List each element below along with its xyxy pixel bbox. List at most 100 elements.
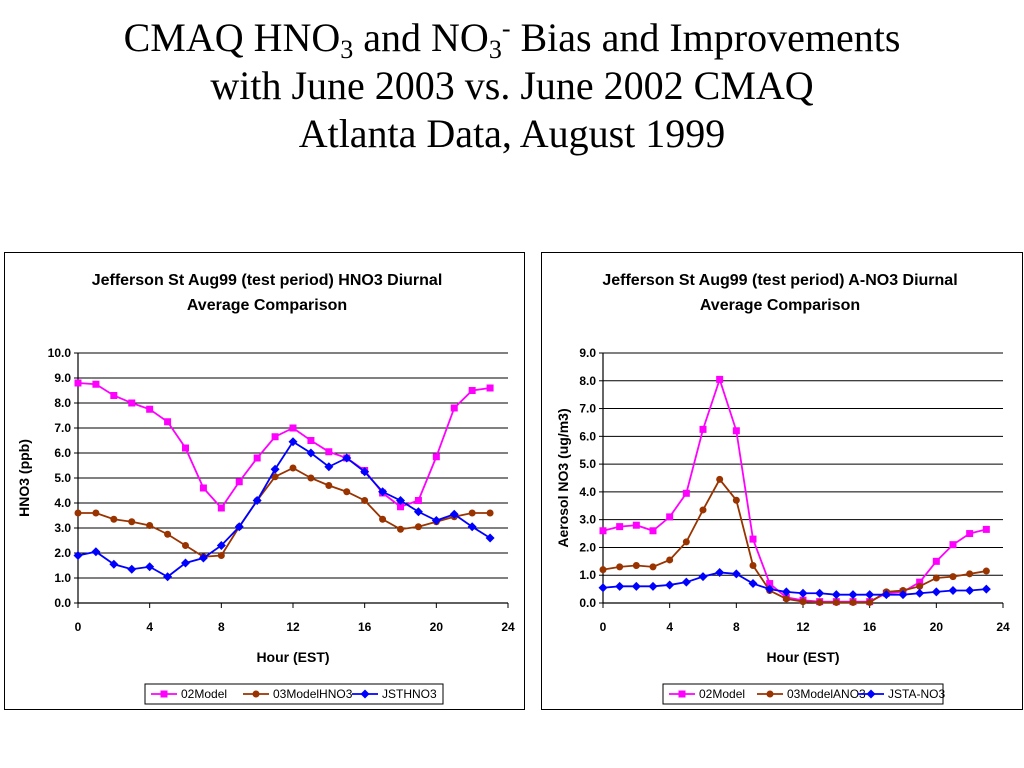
- hno3-series-1-point-13: [307, 437, 315, 444]
- no3-series-1-point-20: [932, 557, 940, 565]
- no3-series-2-point-14: [832, 598, 840, 606]
- no3-series-2-point-21: [949, 573, 957, 581]
- hno3-series-3-point-11: [270, 464, 280, 474]
- hno3-y-tick-label-8.0: 8.0: [54, 396, 71, 410]
- no3-series-3-point-17: [881, 590, 891, 600]
- hno3-legend-label-2: 03ModelHNO3: [273, 687, 353, 701]
- no3-legend-label-3: JSTA-NO3: [888, 687, 945, 701]
- hno3-series-1-point-22: [468, 387, 476, 394]
- hno3-series-2-point-0: [74, 509, 82, 517]
- slide-title: CMAQ HNO3 and NO3- Bias and Improvements…: [0, 14, 1024, 158]
- hno3-series-2-point-17: [379, 515, 387, 523]
- hno3-series-2-point-13: [307, 474, 315, 482]
- no3-y-tick-label-0.0: 0.0: [579, 596, 596, 610]
- no3-series-1-point-10: [766, 580, 774, 588]
- hno3-series-3-point-20: [431, 516, 441, 525]
- title-text-no: and NO: [353, 15, 489, 60]
- no3-series-3-point-4: [665, 580, 675, 590]
- no3-legend-label-1: 02Model: [699, 687, 745, 701]
- no3-legend-box: [662, 683, 944, 705]
- no3-series-3-point-18: [898, 590, 908, 600]
- hno3-chart-title-line-1: Jefferson St Aug99 (test period) HNO3 Di…: [92, 272, 443, 289]
- no3-x-tick-label-12: 12: [796, 620, 810, 634]
- no3-series-3-point-13: [815, 588, 825, 598]
- hno3-series-1-point-11: [271, 433, 279, 441]
- hno3-y-tick-label-5.0: 5.0: [54, 471, 71, 485]
- hno3-series-2-point-5: [164, 530, 172, 538]
- hno3-series-2-point-11: [271, 473, 279, 481]
- hno3-series-3-point-21: [449, 509, 459, 519]
- hno3-series-3-point-3: [127, 564, 137, 574]
- no3-series-3-point-15: [848, 590, 858, 600]
- no3-series-2-point-22: [966, 570, 974, 578]
- no3-series-1-point-22: [966, 530, 974, 538]
- hno3-series-line-2: [78, 466, 491, 558]
- no3-x-tick-label-20: 20: [930, 620, 944, 634]
- hno3-series-1-point-12: [289, 424, 297, 432]
- no3-series-2-point-9: [749, 562, 757, 569]
- hno3-chart-title-line-2: Average Comparison: [187, 297, 347, 314]
- hno3-legend-box: [144, 683, 444, 705]
- no3-series-1-point-1: [616, 523, 624, 531]
- no3-series-line-2: [602, 477, 987, 604]
- no3-series-2-point-8: [732, 496, 740, 504]
- no3-series-1-point-6: [699, 425, 707, 433]
- no3-x-tick-label-8: 8: [733, 620, 740, 634]
- no3-series-3-point-11: [781, 587, 791, 597]
- no3-series-3-point-14: [831, 590, 841, 600]
- hno3-series-1-point-1: [92, 380, 100, 388]
- hno3-legend-label-3: JSTHNO3: [382, 687, 437, 701]
- hno3-series-1-point-0: [74, 379, 82, 387]
- no3-legend-marker-3: [866, 689, 876, 699]
- hno3-series-1-point-14: [325, 448, 333, 456]
- hno3-series-3-point-22: [467, 522, 477, 532]
- hno3-series-1-point-18: [397, 503, 404, 511]
- hno3-series-2-point-15: [343, 488, 351, 496]
- hno3-series-3-point-14: [324, 462, 334, 472]
- hno3-series-1-point-7: [199, 484, 207, 492]
- hno3-series-1-point-23: [486, 384, 494, 392]
- no3-y-tick-label-3.0: 3.0: [579, 513, 596, 527]
- no3-series-1-point-0: [599, 527, 607, 535]
- hno3-series-3-point-6: [181, 558, 190, 568]
- hno3-legend-marker-2: [252, 690, 260, 698]
- no3-series-3-point-2: [631, 581, 641, 591]
- no3-series-3-point-23: [981, 584, 991, 594]
- no3-series-line-3: [602, 571, 987, 596]
- no3-series-1-point-7: [716, 375, 724, 383]
- hno3-series-2-point-22: [468, 509, 476, 517]
- no3-series-3-point-1: [615, 581, 625, 591]
- hno3-series-2-point-16: [361, 497, 369, 504]
- no3-series-2-point-5: [682, 538, 690, 546]
- hno3-series-2-point-2: [110, 515, 118, 523]
- hno3-series-line-3: [77, 440, 491, 578]
- no3-series-3-point-9: [748, 579, 758, 589]
- hno3-y-tick-label-4.0: 4.0: [54, 496, 71, 510]
- hno3-series-1-point-4: [146, 405, 154, 413]
- hno3-y-axis-label: HNO3 (ppb): [16, 439, 32, 517]
- no3-series-3-point-7: [715, 567, 725, 577]
- no3-series-1-point-21: [949, 541, 957, 549]
- no3-series-2-point-7: [716, 475, 724, 483]
- hno3-series-3-point-18: [396, 496, 405, 505]
- hno3-legend-marker-1: [160, 690, 168, 698]
- hno3-series-1-point-3: [128, 399, 136, 407]
- hno3-y-tick-label-0.0: 0.0: [54, 596, 71, 610]
- hno3-series-2-point-14: [325, 482, 333, 489]
- hno3-chart-panel: Jefferson St Aug99 (test period) HNO3 Di…: [4, 252, 525, 710]
- hno3-y-tick-label-6.0: 6.0: [54, 446, 71, 460]
- hno3-y-tick-label-7.0: 7.0: [54, 421, 71, 435]
- hno3-series-3-point-4: [145, 562, 155, 572]
- hno3-x-tick-label-20: 20: [430, 620, 444, 634]
- no3-series-3-point-20: [931, 587, 941, 597]
- no3-series-1-point-3: [649, 527, 657, 535]
- no3-series-3-point-22: [965, 586, 975, 595]
- no3-series-2-point-13: [816, 598, 824, 606]
- title-superscript-minus: -: [501, 14, 511, 43]
- hno3-series-3-point-15: [342, 453, 352, 463]
- no3-series-1-point-4: [666, 513, 674, 521]
- no3-series-2-point-2: [632, 562, 640, 569]
- no3-series-2-point-19: [916, 582, 924, 590]
- no3-series-line-1: [602, 376, 987, 603]
- hno3-series-1-point-2: [110, 392, 118, 399]
